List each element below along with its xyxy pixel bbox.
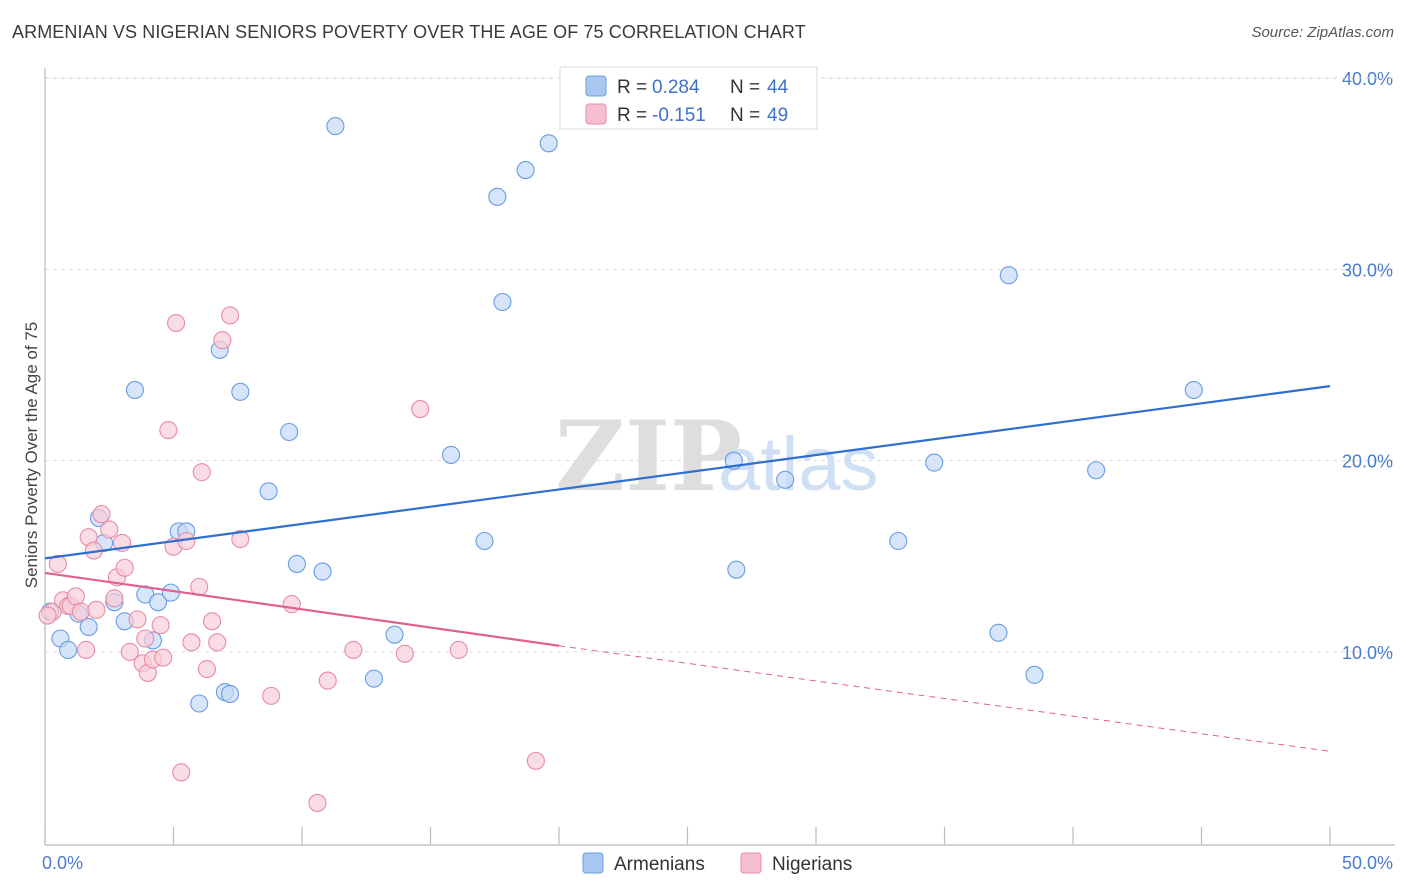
data-point-nigerians xyxy=(213,331,232,350)
data-point-nigerians xyxy=(105,589,124,608)
data-point-armenians xyxy=(220,684,240,704)
data-point-nigerians xyxy=(208,633,227,652)
data-point-armenians xyxy=(125,380,144,399)
data-point-armenians xyxy=(313,562,332,581)
data-point-nigerians xyxy=(197,660,216,679)
data-point-nigerians xyxy=(115,558,134,577)
data-point-nigerians xyxy=(159,421,178,440)
watermark-zip: ZIP xyxy=(555,400,742,513)
data-point-armenians xyxy=(488,187,507,206)
data-point-nigerians xyxy=(220,306,240,325)
legend-r-value: -0.151 xyxy=(652,105,706,126)
data-point-armenians xyxy=(493,292,512,312)
legend-r-label: R = xyxy=(617,105,647,126)
data-point-nigerians xyxy=(66,587,85,606)
data-point-armenians xyxy=(475,531,494,551)
data-point-nigerians xyxy=(395,644,414,663)
data-point-armenians xyxy=(1087,461,1106,480)
bottom-legend-swatch-nigerians xyxy=(740,852,762,874)
data-point-nigerians xyxy=(411,400,430,419)
legend-r-label: R = xyxy=(617,77,647,98)
data-point-nigerians xyxy=(120,642,139,661)
y-axis-label: Seniors Poverty Over the Age of 75 xyxy=(22,322,41,588)
data-point-armenians xyxy=(190,694,209,713)
data-point-armenians xyxy=(259,482,278,501)
data-point-nigerians xyxy=(48,554,67,573)
data-point-nigerians xyxy=(449,640,468,660)
legend-swatch-nigerians xyxy=(585,103,607,125)
y-tick-label: 10.0% xyxy=(1342,643,1393,663)
data-point-nigerians xyxy=(172,763,191,782)
data-point-armenians xyxy=(776,470,795,489)
data-point-nigerians xyxy=(231,530,250,549)
data-point-nigerians xyxy=(136,629,155,648)
chart-source: Source: ZipAtlas.com xyxy=(1251,24,1394,41)
bottom-legend-label: Nigerians xyxy=(772,854,852,875)
data-point-armenians xyxy=(1025,665,1044,684)
y-tick-label: 20.0% xyxy=(1342,452,1393,472)
data-point-armenians xyxy=(989,623,1008,642)
data-point-armenians xyxy=(59,640,78,660)
data-point-armenians xyxy=(727,560,746,579)
bottom-legend-swatch-armenians xyxy=(582,852,604,874)
y-tick-label: 30.0% xyxy=(1342,260,1393,280)
legend-n-value: 49 xyxy=(767,105,788,126)
data-point-nigerians xyxy=(182,633,201,652)
legend-n-label: N = xyxy=(730,105,760,126)
trendline-armenians xyxy=(44,385,1331,560)
data-point-nigerians xyxy=(167,313,186,333)
trendline-nigerians-extension xyxy=(558,645,1331,752)
data-point-armenians xyxy=(925,453,944,472)
data-point-armenians xyxy=(287,554,306,573)
data-point-armenians xyxy=(442,445,461,465)
bottom-legend-label: Armenians xyxy=(614,854,705,875)
data-point-armenians xyxy=(889,531,908,551)
data-point-nigerians xyxy=(262,686,281,705)
chart-title: ARMENIAN VS NIGERIAN SENIORS POVERTY OVE… xyxy=(12,22,806,42)
data-point-nigerians xyxy=(203,612,222,631)
data-point-armenians xyxy=(231,382,250,401)
data-point-nigerians xyxy=(38,606,57,625)
data-point-nigerians xyxy=(526,751,545,770)
data-point-armenians xyxy=(516,161,535,180)
data-point-nigerians xyxy=(151,616,170,635)
legend-swatch-armenians xyxy=(585,75,607,97)
x-tick-label: 0.0% xyxy=(42,853,83,873)
data-point-nigerians xyxy=(87,600,106,619)
data-point-armenians xyxy=(999,266,1018,285)
data-point-nigerians xyxy=(192,463,211,482)
x-tick-label: 50.0% xyxy=(1342,853,1393,873)
data-point-nigerians xyxy=(282,595,301,614)
data-point-nigerians xyxy=(318,671,337,690)
data-point-armenians xyxy=(539,134,558,153)
data-point-nigerians xyxy=(128,610,147,629)
data-point-nigerians xyxy=(92,505,111,524)
y-tick-label: 40.0% xyxy=(1342,69,1393,89)
data-point-armenians xyxy=(385,625,404,644)
data-point-nigerians xyxy=(71,602,91,621)
data-point-nigerians xyxy=(77,640,96,660)
data-point-nigerians xyxy=(344,640,363,660)
data-point-nigerians xyxy=(154,648,173,667)
data-point-armenians xyxy=(79,617,98,637)
legend-n-value: 44 xyxy=(767,77,789,98)
data-point-armenians xyxy=(326,117,345,136)
data-point-armenians xyxy=(280,422,299,442)
data-point-nigerians xyxy=(308,793,327,812)
data-point-armenians xyxy=(149,593,168,612)
legend-n-label: N = xyxy=(730,77,760,98)
data-point-armenians xyxy=(1184,380,1203,399)
legend-r-value: 0.284 xyxy=(652,77,700,98)
trendline-nigerians xyxy=(44,571,560,647)
data-point-armenians xyxy=(364,669,384,688)
data-point-nigerians xyxy=(100,520,119,539)
